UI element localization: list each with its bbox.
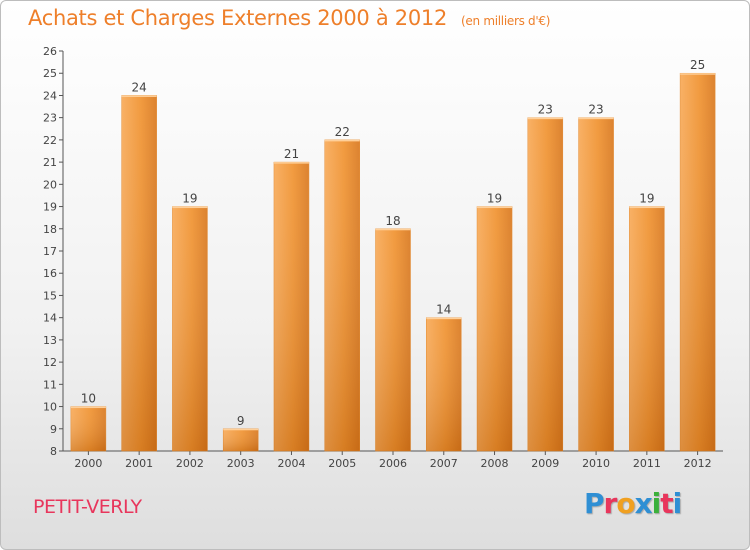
bar-top-highlight	[426, 317, 462, 320]
bar-shade	[426, 317, 462, 451]
bar-value-label: 25	[690, 58, 705, 72]
logo-letter: i	[651, 487, 662, 520]
x-tick-label: 2003	[227, 457, 255, 470]
logo-letter: r	[603, 487, 618, 520]
y-tick-label: 19	[43, 201, 57, 214]
chart-subtitle: (en milliers d'€)	[461, 14, 551, 28]
y-tick-label: 8	[50, 445, 57, 458]
bar-top-highlight	[70, 406, 106, 409]
x-tick-label: 2001	[125, 457, 153, 470]
bar-value-label: 21	[284, 147, 299, 161]
bar-shade	[477, 206, 513, 451]
bar-shade	[273, 162, 309, 451]
bar-value-label: 22	[335, 125, 350, 139]
bar-shade	[172, 206, 208, 451]
bar-top-highlight	[324, 139, 360, 142]
x-tick-label: 2002	[176, 457, 204, 470]
x-tick-label: 2010	[582, 457, 610, 470]
y-tick-label: 11	[43, 378, 57, 391]
y-tick-label: 25	[43, 67, 57, 80]
bar-top-highlight	[527, 117, 563, 120]
logo-letter: o	[616, 487, 635, 520]
bar-shade	[223, 428, 259, 451]
bar-shade	[121, 95, 157, 451]
bar-value-label: 24	[132, 80, 147, 94]
town-name: PETIT-VERLY	[33, 496, 142, 518]
logo-letter: i	[672, 487, 683, 520]
x-tick-label: 2004	[277, 457, 305, 470]
x-tick-label: 2011	[633, 457, 661, 470]
y-tick-label: 22	[43, 134, 57, 147]
bar-value-label: 19	[639, 192, 654, 206]
x-tick-label: 2005	[328, 457, 356, 470]
chart-title-text: Achats et Charges Externes 2000 à 2012	[28, 6, 448, 30]
y-tick-label: 20	[43, 178, 57, 191]
chart-axes: 8 9 10 11 12 13 14 15 16 17 18 19 20 21 22 23 24 25 26 2000…	[43, 45, 723, 470]
bar-value-label: 18	[385, 214, 400, 228]
y-tick-label: 15	[43, 289, 57, 302]
bar-shade	[375, 228, 411, 451]
bar-shade	[527, 117, 563, 452]
bar-top-highlight	[477, 206, 513, 209]
bar-top-highlight	[273, 162, 309, 164]
bar-shade	[70, 406, 106, 451]
bar-value-label: 9	[237, 414, 245, 428]
y-tick-label: 18	[43, 223, 57, 236]
bar-value-label: 19	[487, 192, 502, 206]
y-tick-label: 17	[43, 245, 57, 258]
x-tick-label: 2008	[481, 457, 509, 470]
bar-top-highlight	[172, 206, 208, 209]
bar-value-label: 19	[182, 192, 197, 206]
bar-value-label: 23	[538, 103, 553, 117]
y-tick-label: 9	[50, 423, 57, 436]
y-tick-label: 24	[43, 89, 57, 102]
x-tick-label: 2009	[531, 457, 559, 470]
bar-value-label: 14	[436, 303, 451, 317]
bar-shade	[629, 206, 665, 451]
logo-letter: x	[634, 487, 653, 520]
x-tick-label: 2012	[684, 457, 712, 470]
chart-bars	[70, 72, 716, 452]
proxiti-logo: Proxiti	[584, 487, 683, 520]
y-tick-label: 10	[43, 401, 57, 414]
bar-top-highlight	[578, 117, 614, 120]
bar-top-highlight	[121, 95, 157, 97]
bar-top-highlight	[680, 73, 716, 75]
bar-value-label: 10	[81, 392, 96, 406]
bar-top-highlight	[375, 228, 411, 231]
y-tick-label: 13	[43, 334, 57, 347]
chart-title: Achats et Charges Externes 2000 à 2012 (e…	[28, 6, 550, 30]
bar-shade	[680, 73, 716, 451]
y-tick-label: 26	[43, 45, 57, 58]
y-tick-label: 12	[43, 356, 57, 369]
x-tick-label: 2007	[430, 457, 458, 470]
y-tick-label: 14	[43, 312, 57, 325]
logo-letter: t	[660, 487, 673, 520]
x-tick-label: 2000	[74, 457, 102, 470]
chart-value-labels: 10 24 19 9 21 22 18 14 19 23 23 19 25	[81, 58, 706, 428]
x-tick-label: 2006	[379, 457, 407, 470]
logo-letter: P	[584, 487, 605, 520]
bar-top-highlight	[629, 206, 665, 209]
y-tick-label: 16	[43, 267, 57, 280]
y-tick-label: 21	[43, 156, 57, 169]
y-tick-label: 23	[43, 112, 57, 125]
bar-value-label: 23	[588, 103, 603, 117]
bar-shade	[578, 117, 614, 452]
bar-shade	[324, 139, 360, 451]
bar-top-highlight	[223, 428, 259, 431]
